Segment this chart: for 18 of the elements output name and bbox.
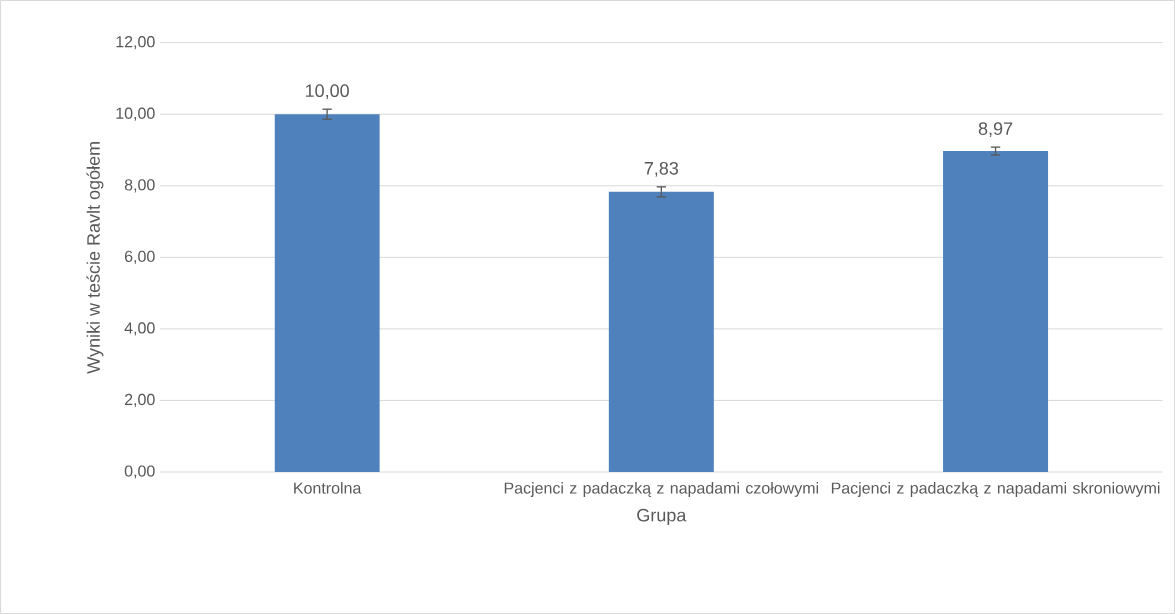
bar: [943, 151, 1049, 472]
y-tick-label: 4,00: [124, 322, 155, 336]
y-tick-label: 12,00: [116, 36, 155, 50]
x-axis-title: Grupa: [637, 508, 687, 526]
y-tick-label: 10,00: [116, 107, 155, 121]
x-tick-label: Pacjenci z padaczką z napadami czołowymi: [504, 482, 819, 497]
bar: [608, 191, 714, 472]
data-label: 7,83: [644, 161, 679, 177]
data-label: 8,97: [978, 122, 1013, 138]
x-tick-label: Kontrolna: [294, 482, 362, 494]
bar: [274, 114, 380, 472]
y-tick-label: 6,00: [124, 250, 155, 264]
y-tick-label: 0,00: [124, 465, 155, 479]
y-tick-label: 2,00: [124, 393, 155, 408]
data-label: 10,00: [305, 84, 349, 100]
x-tick-label: Pacjenci z padaczką z napadami skroniowymi: [831, 482, 1160, 497]
y-tick-label: 8,00: [124, 179, 155, 193]
y-axis-title: Wyniki w teście Ravlt ogółem: [86, 142, 104, 374]
